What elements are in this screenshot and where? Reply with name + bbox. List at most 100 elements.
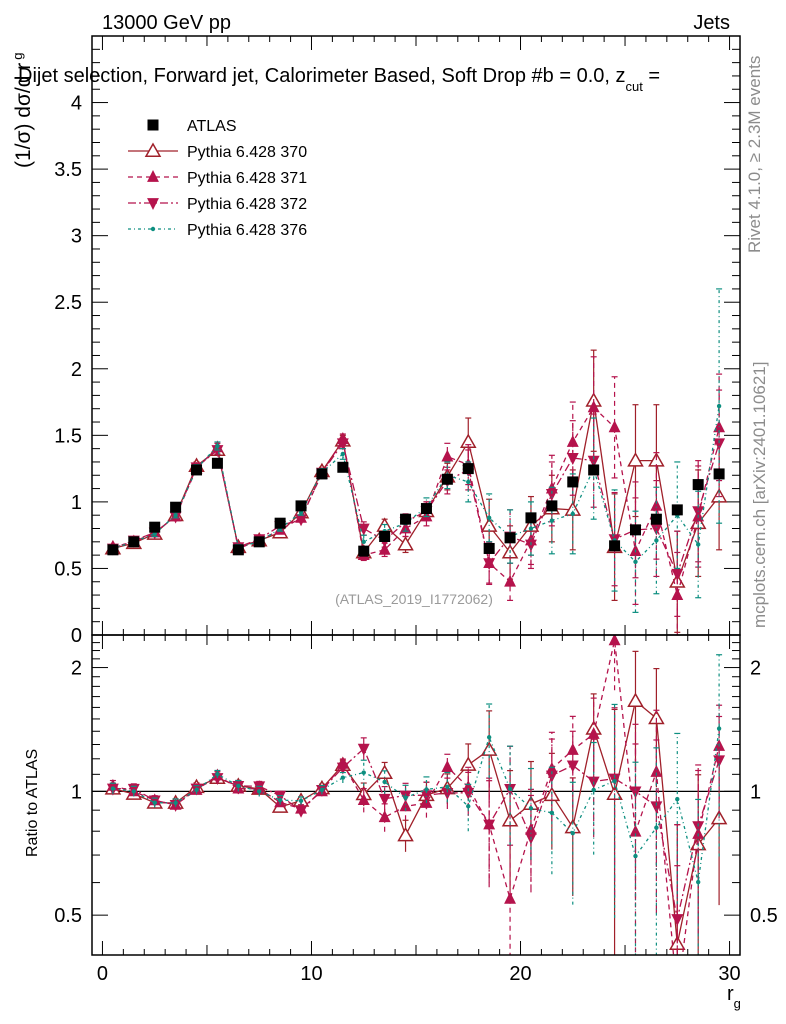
data-point <box>466 479 471 485</box>
ratio-point <box>319 787 325 793</box>
atlas-point <box>671 504 683 516</box>
ratio-point <box>445 784 450 790</box>
ratio-point <box>587 726 600 739</box>
legend-marker <box>150 226 156 232</box>
series-pythia-6-428-370-ratio-line <box>112 699 720 945</box>
ratio-point <box>361 770 366 775</box>
ratio-point <box>295 805 307 818</box>
legend-label: Pythia 6.428 370 <box>187 144 307 161</box>
data-point <box>486 515 492 521</box>
atlas-point <box>170 501 182 513</box>
data-point <box>587 400 600 413</box>
legend-marker <box>147 170 159 182</box>
data-point <box>298 510 304 515</box>
ratio-point <box>298 798 304 804</box>
data-point <box>566 453 579 465</box>
ratio-point <box>253 781 266 794</box>
atlas-point <box>546 500 558 512</box>
data-point <box>549 518 555 523</box>
ratio-point <box>483 819 496 832</box>
data-point <box>545 489 558 501</box>
ratio-point <box>480 741 498 756</box>
legend-entry-pythia-6-428-370: Pythia 6.428 370 <box>128 142 307 161</box>
ratio-point <box>545 770 558 783</box>
main-y-tick-label: 1.5 <box>54 425 82 447</box>
atlas-point <box>483 542 495 554</box>
atlas-point <box>441 473 453 485</box>
ratio-point <box>570 830 575 836</box>
data-point <box>295 514 307 527</box>
legend-marker <box>147 119 159 131</box>
legend-marker <box>147 198 159 210</box>
ratio-point <box>110 786 116 791</box>
atlas-point <box>420 503 432 515</box>
ratio-point <box>608 635 621 646</box>
atlas-point <box>525 512 537 524</box>
series-pythia-6-428-372-ratio-line <box>112 747 720 920</box>
ratio-point <box>340 775 346 780</box>
legend-entry-atlas: ATLAS <box>147 118 237 135</box>
main-y-tick-label: 2.5 <box>54 292 82 314</box>
x-tick-label: 10 <box>300 963 322 985</box>
ratio-point <box>397 826 414 842</box>
atlas-point <box>713 468 725 480</box>
data-point <box>378 542 391 555</box>
ratio-point <box>648 709 665 725</box>
main-plot-area <box>104 288 728 635</box>
main-y-tick-label: 4 <box>71 93 82 115</box>
data-point <box>340 451 346 457</box>
ratio-point <box>650 801 663 814</box>
ratio-point <box>627 692 644 708</box>
main-y-axis-label: (1/σ) dσ/d rg <box>10 52 35 168</box>
rivet-version-label: Rivet 4.1.0, ≥ 2.3M events <box>745 56 764 253</box>
ratio-point <box>357 793 370 805</box>
ratio-point <box>566 742 579 755</box>
atlas-point <box>379 530 391 542</box>
legend-label: Pythia 6.428 376 <box>187 222 307 239</box>
ratio-point <box>633 853 638 859</box>
ratio-point <box>378 793 391 806</box>
analysis-watermark: (ATLAS_2019_I1772062) <box>335 591 493 607</box>
data-point <box>441 449 454 462</box>
ratio-point <box>274 790 287 803</box>
data-point <box>671 568 684 581</box>
ratio-point <box>257 789 262 794</box>
data-point <box>587 455 600 468</box>
atlas-point <box>316 468 328 480</box>
ratio-y-axis-label: Ratio to ATLAS <box>24 749 41 857</box>
ratio-point <box>152 800 157 805</box>
ratio-point <box>357 743 370 756</box>
ratio-y-tick-label: 2 <box>71 658 82 680</box>
ratio-y-tick-label: 1 <box>71 781 82 803</box>
atlas-point <box>567 476 579 488</box>
ratio-point <box>215 772 220 777</box>
x-axis-label: rg <box>727 983 741 1011</box>
series-pythia-6-428-376-line <box>112 405 720 563</box>
series-pythia-6-428-371-line <box>112 406 720 596</box>
atlas-point <box>650 513 662 525</box>
ratio-point <box>131 789 137 794</box>
data-point <box>483 558 496 571</box>
ratio-point <box>441 787 454 800</box>
atlas-point <box>295 500 307 512</box>
ratio-point <box>173 800 178 806</box>
data-point <box>173 513 178 518</box>
main-y-tick-label: 0 <box>71 625 82 647</box>
main-y-tick-label: 1 <box>71 492 82 514</box>
legend-entry-pythia-6-428-376: Pythia 6.428 376 <box>128 222 307 239</box>
series-pythia-6-428-372-line <box>112 441 720 576</box>
main-y-tick-label: 2 <box>71 359 82 381</box>
ratio-point <box>462 787 475 800</box>
ratio-point <box>486 735 492 740</box>
plot-title: Dijet selection, Forward jet, Calorimete… <box>18 65 660 94</box>
data-point <box>713 438 726 451</box>
data-point <box>211 445 224 457</box>
atlas-point <box>274 517 286 529</box>
data-point <box>336 438 349 451</box>
ratio-point <box>695 879 701 885</box>
ratio-point <box>466 804 471 809</box>
series-pythia-6-428-376-ratio <box>109 654 723 955</box>
ratio-plot-frame <box>91 634 741 956</box>
ratio-point <box>671 988 683 1000</box>
